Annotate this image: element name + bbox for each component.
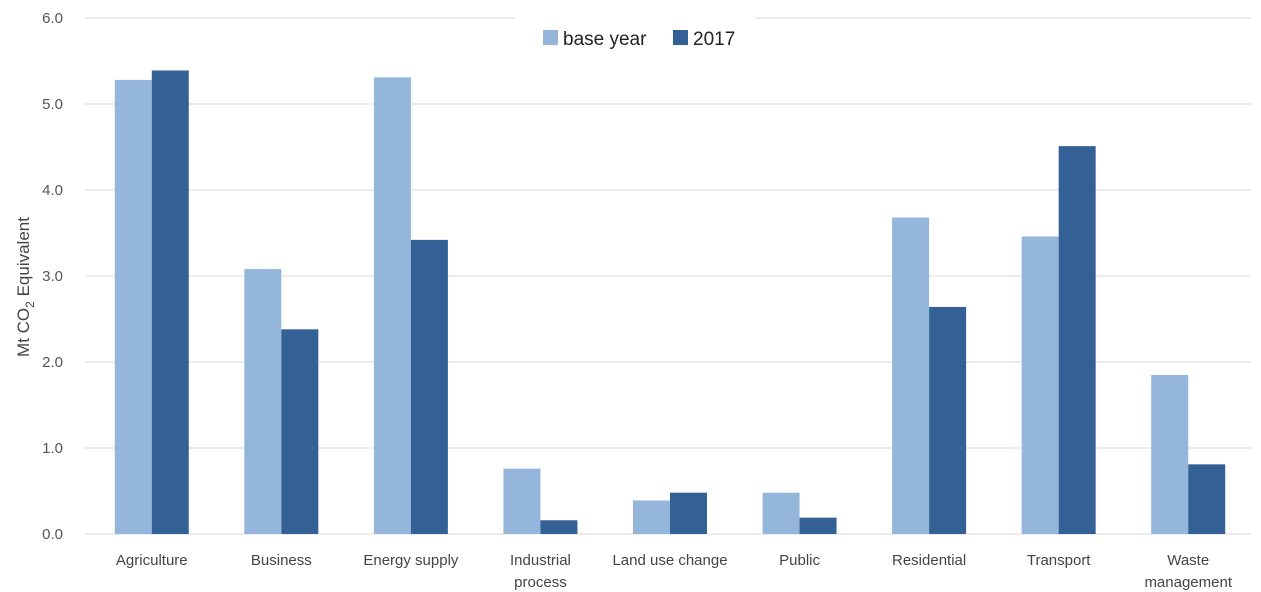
x-tick-label: Waste management xyxy=(1144,552,1232,591)
bar-base-year xyxy=(633,500,670,534)
bar-2017 xyxy=(540,520,578,534)
x-tick-label: Industrial process xyxy=(510,552,571,591)
y-axis-ticks: 0.0 1.0 2.0 3.0 4.0 5.0 6.0 xyxy=(42,10,63,543)
x-tick-label: Transport xyxy=(1027,552,1091,569)
bar-2017 xyxy=(799,517,837,534)
y-tick-label: 2.0 xyxy=(42,354,63,371)
bar-base-year xyxy=(503,468,541,534)
bar-2017 xyxy=(410,239,448,534)
bar-2017 xyxy=(1188,464,1226,534)
bar-2017 xyxy=(151,70,189,535)
bar-2017 xyxy=(1058,146,1096,534)
bar-base-year xyxy=(373,77,411,534)
legend-swatch xyxy=(543,30,558,45)
x-tick-label: Public xyxy=(779,552,820,569)
bar-2017 xyxy=(670,492,707,534)
bar-base-year xyxy=(244,269,282,534)
legend-swatch xyxy=(673,30,688,45)
bar-base-year xyxy=(114,79,152,535)
x-tick-label: Residential xyxy=(892,552,966,569)
bars xyxy=(114,70,1226,535)
y-tick-label: 1.0 xyxy=(42,440,63,457)
x-tick-label: Business xyxy=(251,552,312,569)
y-tick-label: 3.0 xyxy=(42,268,63,285)
bar-2017 xyxy=(929,306,967,534)
bar-base-year xyxy=(1021,236,1059,534)
legend-label: base year xyxy=(563,29,647,50)
bar-base-year xyxy=(892,217,930,534)
x-axis-labels: Agriculture Business Energy supply Industri… xyxy=(116,552,1233,591)
x-tick-label: Energy supply xyxy=(363,552,459,569)
y-tick-label: 0.0 xyxy=(42,526,63,543)
x-tick-label: Land use change xyxy=(612,552,727,569)
legend: base year 2017 xyxy=(543,29,735,50)
legend-label: 2017 xyxy=(693,29,735,50)
bar-2017 xyxy=(281,329,319,534)
x-tick-label: Agriculture xyxy=(116,552,188,569)
bar-base-year xyxy=(762,492,800,534)
y-tick-label: 6.0 xyxy=(42,10,63,27)
y-tick-label: 5.0 xyxy=(42,96,63,113)
y-tick-label: 4.0 xyxy=(42,182,63,199)
bar-base-year xyxy=(1151,374,1189,534)
y-axis-label: Mt CO2 Equivalent xyxy=(14,217,37,357)
